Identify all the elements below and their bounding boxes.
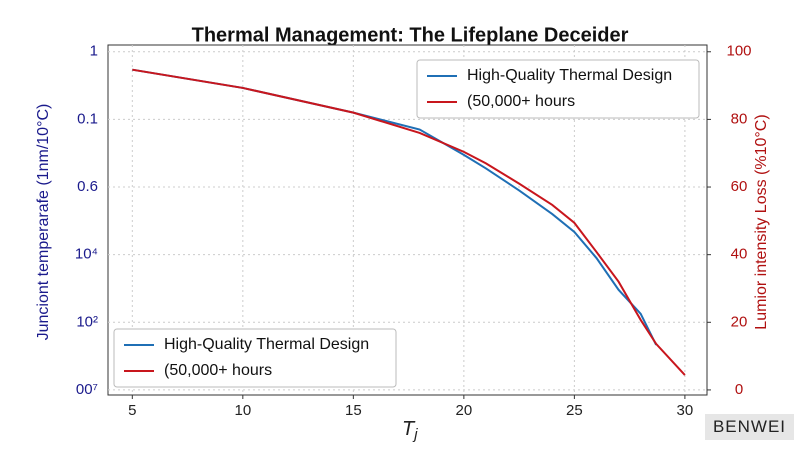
legend-label: High-Quality Thermal Design (467, 67, 672, 84)
x-tick-label: 15 (345, 402, 362, 419)
y-tick-label: 0.1 (77, 110, 98, 127)
y2-tick-label: 40 (731, 246, 748, 263)
y-axis-label: Junciont temperarafe (1nm/10°C) (35, 104, 52, 341)
x-label-main: T (402, 418, 416, 440)
y2-tick-label: 80 (731, 110, 748, 127)
legend-box (113, 328, 397, 388)
y-tick-label: 1 (90, 43, 98, 60)
x-tick-label: 25 (566, 402, 583, 419)
chart-title: Thermal Management: The Lifeplane Deceid… (192, 24, 629, 46)
legend-box (416, 59, 700, 119)
watermark: BENWEI (704, 414, 794, 440)
x-label-sub: j (412, 426, 418, 443)
y-tick-label: 10² (76, 313, 98, 330)
y-tick-label: 00⁷ (76, 381, 98, 398)
y2-tick-label: 60 (731, 178, 748, 195)
x-tick-label: 5 (128, 402, 136, 419)
y-tick-label: 10⁴ (75, 246, 98, 263)
x-tick-label: 10 (234, 402, 251, 419)
plot-frame (107, 44, 708, 396)
y-tick-label: 0.6 (77, 178, 98, 195)
y2-tick-label: 100 (726, 43, 751, 60)
series-line (132, 68, 686, 376)
legend: High-Quality Thermal Design (50,000+ hour… (416, 59, 700, 119)
legend-label: High-Quality Thermal Design (164, 336, 369, 353)
y2-tick-label: 20 (731, 313, 748, 330)
y2-tick-label: 0 (735, 381, 743, 398)
legend: High-Quality Thermal Design (50,000+ hour… (113, 328, 397, 388)
x-tick-label: 20 (456, 402, 473, 419)
legend-label: (50,000+ hours (164, 362, 272, 379)
x-axis-label: Tj (402, 418, 418, 443)
legend-label: (50,000+ hours (467, 93, 575, 110)
x-tick-label: 30 (677, 402, 694, 419)
y2-axis-label: Lumior intensity Loss (%10°C) (753, 114, 770, 329)
